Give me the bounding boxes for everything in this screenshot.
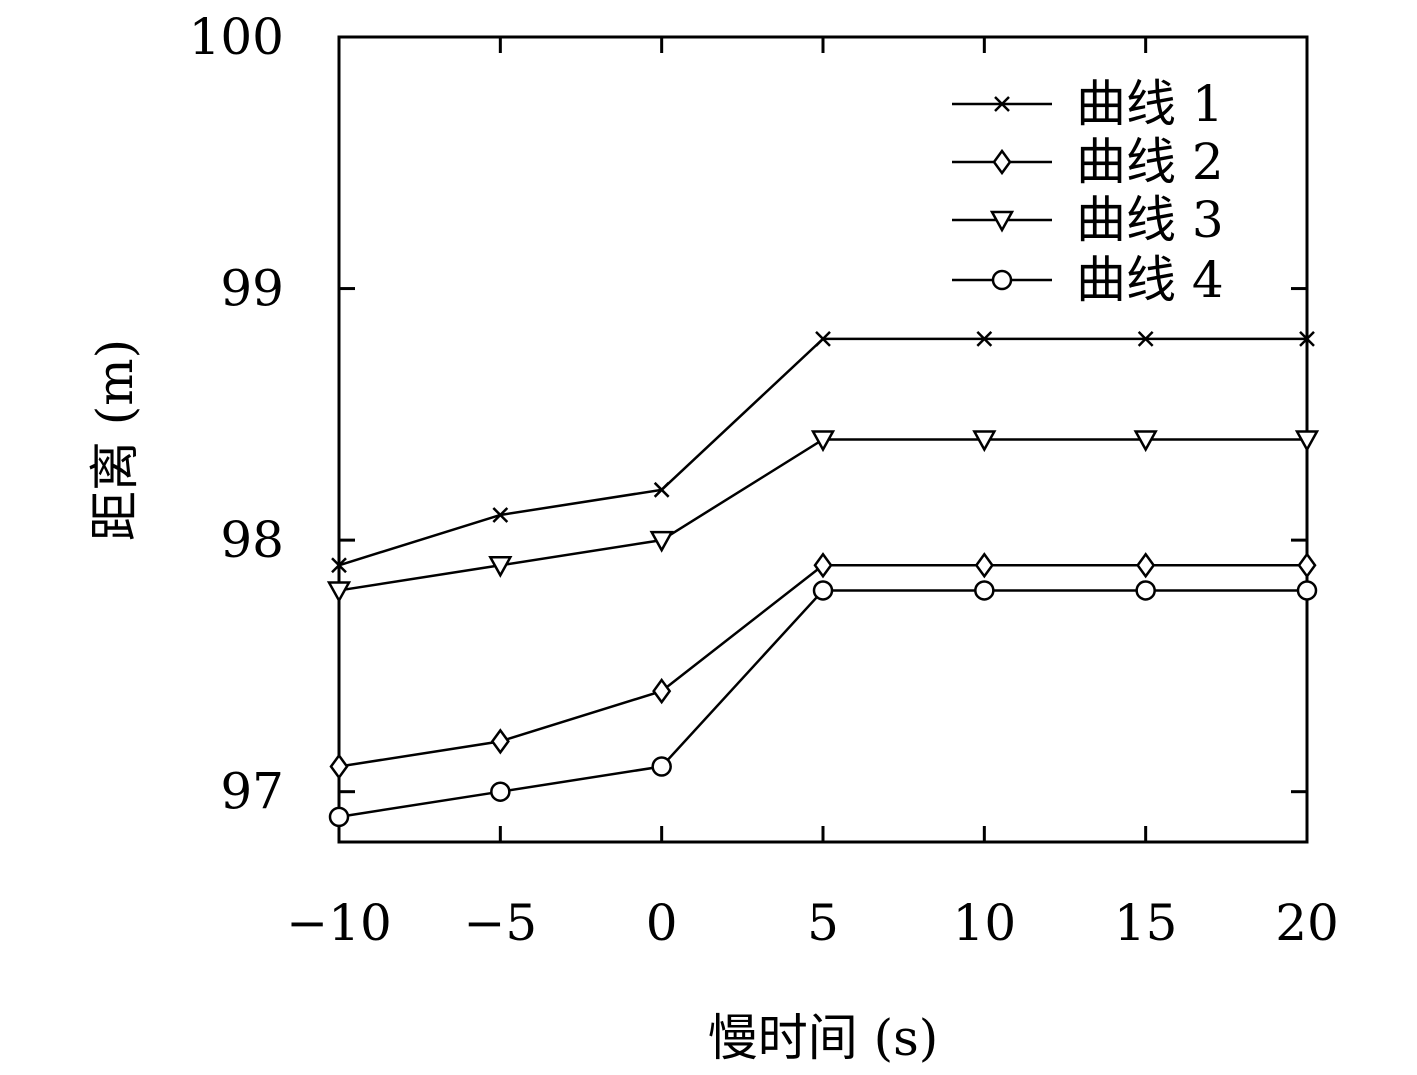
circle-marker: [328, 806, 350, 828]
x-marker: [815, 330, 831, 347]
x-marker: [1299, 330, 1315, 347]
y-axis: 97 98 99 100: [189, 8, 1307, 821]
legend-item: 曲线 4: [952, 251, 1224, 309]
legend-item: 曲线 1: [952, 75, 1224, 133]
series-2: [329, 552, 1317, 780]
circle-marker: [1135, 580, 1156, 601]
x-tick-label: 15: [1114, 894, 1178, 952]
series-line: [338, 589, 1307, 819]
x-tick-label: 0: [646, 894, 678, 952]
triangle-marker: [649, 530, 674, 553]
x-axis: −10 −5 0 5 10 15 20: [286, 37, 1339, 952]
x-marker: [331, 557, 347, 574]
series-3: [326, 430, 1320, 604]
series-4: [328, 580, 1318, 828]
x-tick-label: −5: [463, 894, 537, 952]
legend-label: 曲线 3: [1076, 191, 1224, 249]
triangle-marker: [326, 581, 352, 604]
legend-label: 曲线 4: [1076, 251, 1224, 309]
x-marker-stroke: [994, 96, 1010, 112]
x-tick-label: 10: [953, 894, 1017, 952]
diamond-marker: [1297, 552, 1317, 579]
y-tick-label: 99: [220, 260, 284, 318]
triangle-marker: [488, 556, 513, 578]
x-tick-label: −10: [286, 894, 392, 952]
y-tick-label: 97: [220, 763, 284, 821]
circle-marker: [490, 781, 511, 802]
triangle-marker: [989, 210, 1015, 233]
x-marker: [994, 96, 1010, 112]
y-axis-title: 距离 (m): [86, 339, 144, 541]
x-marker: [653, 481, 670, 498]
legend-label: 曲线 2: [1076, 133, 1224, 191]
triangle-marker: [1133, 430, 1158, 453]
x-marker-stroke: [331, 557, 347, 574]
diamond-marker: [652, 677, 672, 705]
diamond-marker: [992, 148, 1012, 176]
diamond-marker: [1136, 552, 1156, 579]
triangle-marker: [972, 430, 997, 453]
circle-marker: [974, 580, 995, 601]
x-marker: [492, 507, 509, 523]
x-tick-label: 20: [1275, 894, 1339, 952]
series-line: [338, 337, 1307, 567]
series-1: [331, 330, 1315, 574]
y-tick-label: 98: [220, 511, 284, 569]
series-layer: [326, 330, 1320, 828]
x-marker-stroke: [1299, 330, 1315, 347]
y-tick-label: 100: [189, 8, 284, 66]
circle-marker: [1296, 580, 1318, 601]
x-marker-stroke: [1137, 330, 1154, 347]
triangle-marker: [1294, 430, 1320, 453]
legend-label: 曲线 1: [1076, 75, 1224, 133]
diamond-marker: [490, 728, 510, 755]
x-marker-stroke: [815, 330, 831, 347]
triangle-marker: [810, 430, 836, 453]
legend: 曲线 1曲线 2曲线 3曲线 4: [952, 75, 1224, 309]
x-axis-title: 慢时间 (s): [708, 1009, 939, 1067]
diamond-marker: [813, 552, 833, 579]
x-marker-stroke: [653, 481, 670, 498]
x-marker-stroke: [976, 330, 993, 347]
diamond-marker: [974, 552, 994, 579]
x-tick-label: 5: [807, 894, 839, 952]
legend-item: 曲线 2: [952, 133, 1224, 191]
circle-marker: [651, 756, 672, 777]
circle-marker: [812, 580, 834, 601]
legend-item: 曲线 3: [952, 191, 1224, 249]
diamond-marker: [329, 753, 349, 780]
x-marker: [976, 330, 993, 347]
x-marker-stroke: [492, 507, 509, 523]
x-marker: [1137, 330, 1154, 347]
circle-marker: [991, 269, 1013, 291]
